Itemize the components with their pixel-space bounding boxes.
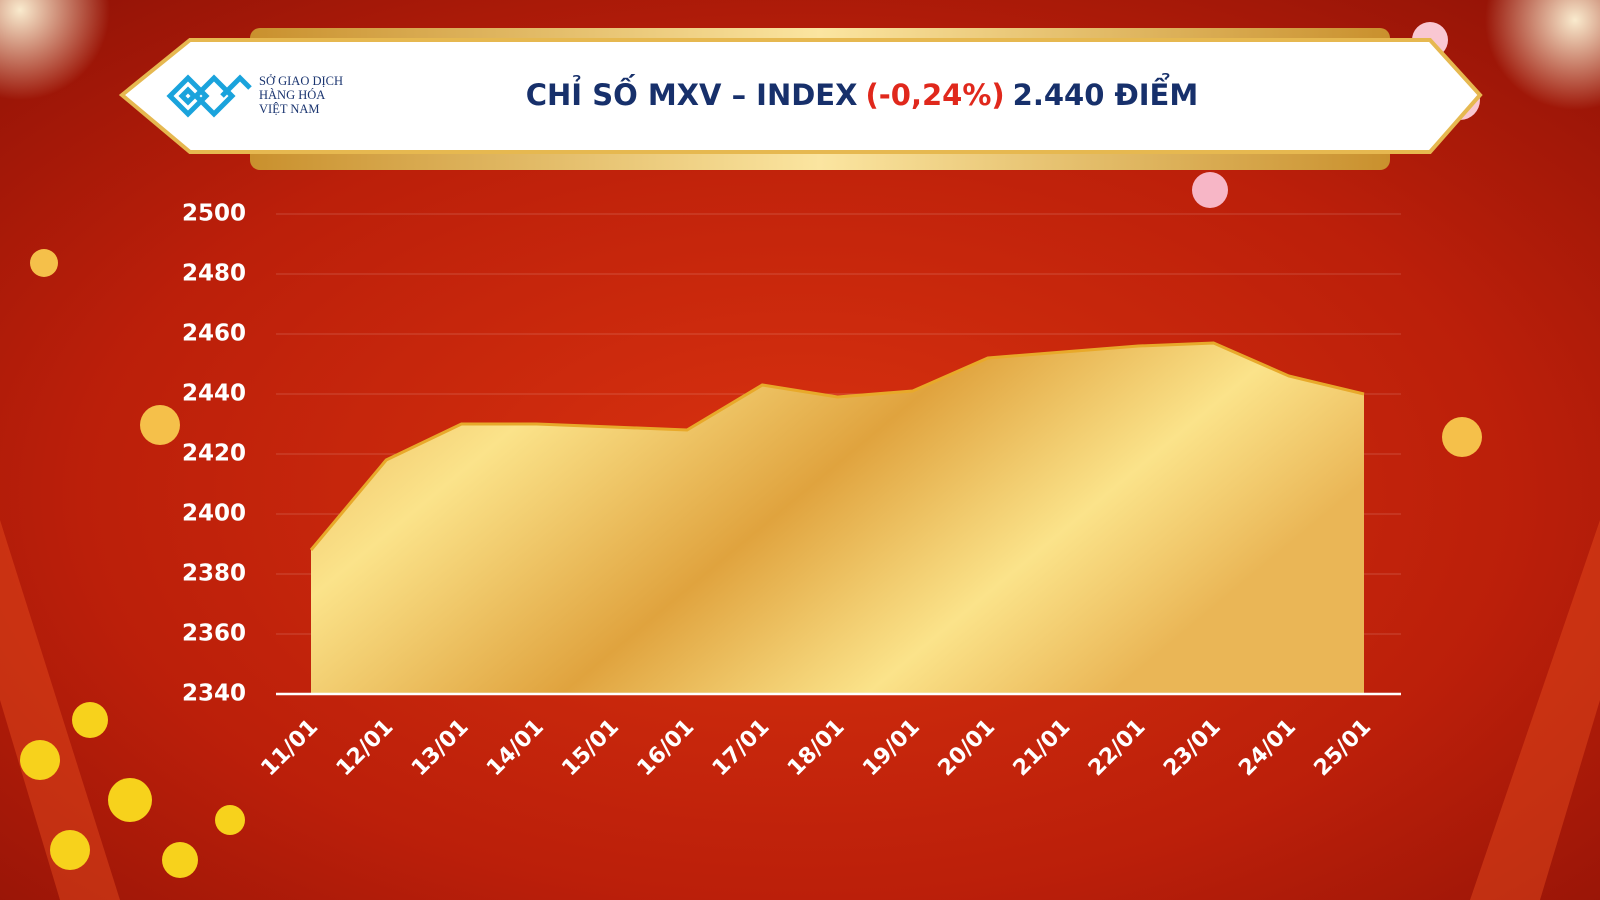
- logo-text: HÀNG HÓA: [259, 88, 325, 102]
- y-tick-label: 2480: [182, 261, 246, 287]
- title-part: 2.440 ĐIỂM: [1013, 73, 1199, 112]
- y-tick-label: 2340: [182, 681, 246, 707]
- logo-text: SỞ GIAO DỊCH: [259, 74, 343, 88]
- header-banner: [118, 38, 1483, 154]
- area-fill: [311, 343, 1364, 694]
- area-line: [309, 341, 1365, 551]
- y-tick-label: 2440: [182, 381, 246, 407]
- y-tick-label: 2380: [182, 561, 246, 587]
- light-glow: [1485, 0, 1600, 110]
- y-tick-label: 2500: [182, 201, 246, 227]
- decor-stripe: [1470, 520, 1600, 900]
- title-part: (-0,24%): [865, 78, 1004, 112]
- title-part: CHỈ SỐ MXV – INDEX: [526, 74, 858, 112]
- logo-text: VIỆT NAM: [259, 102, 320, 116]
- logo-icon: [166, 74, 252, 118]
- y-tick-label: 2360: [182, 621, 246, 647]
- light-glow: [0, 0, 110, 100]
- decor-stripe: [0, 520, 120, 900]
- y-tick-label: 2460: [182, 321, 246, 347]
- y-tick-label: 2420: [182, 441, 246, 467]
- chart-title: CHỈ SỐ MXV – INDEX (-0,24%) 2.440 ĐIỂM: [526, 73, 1198, 112]
- y-tick-label: 2400: [182, 501, 246, 527]
